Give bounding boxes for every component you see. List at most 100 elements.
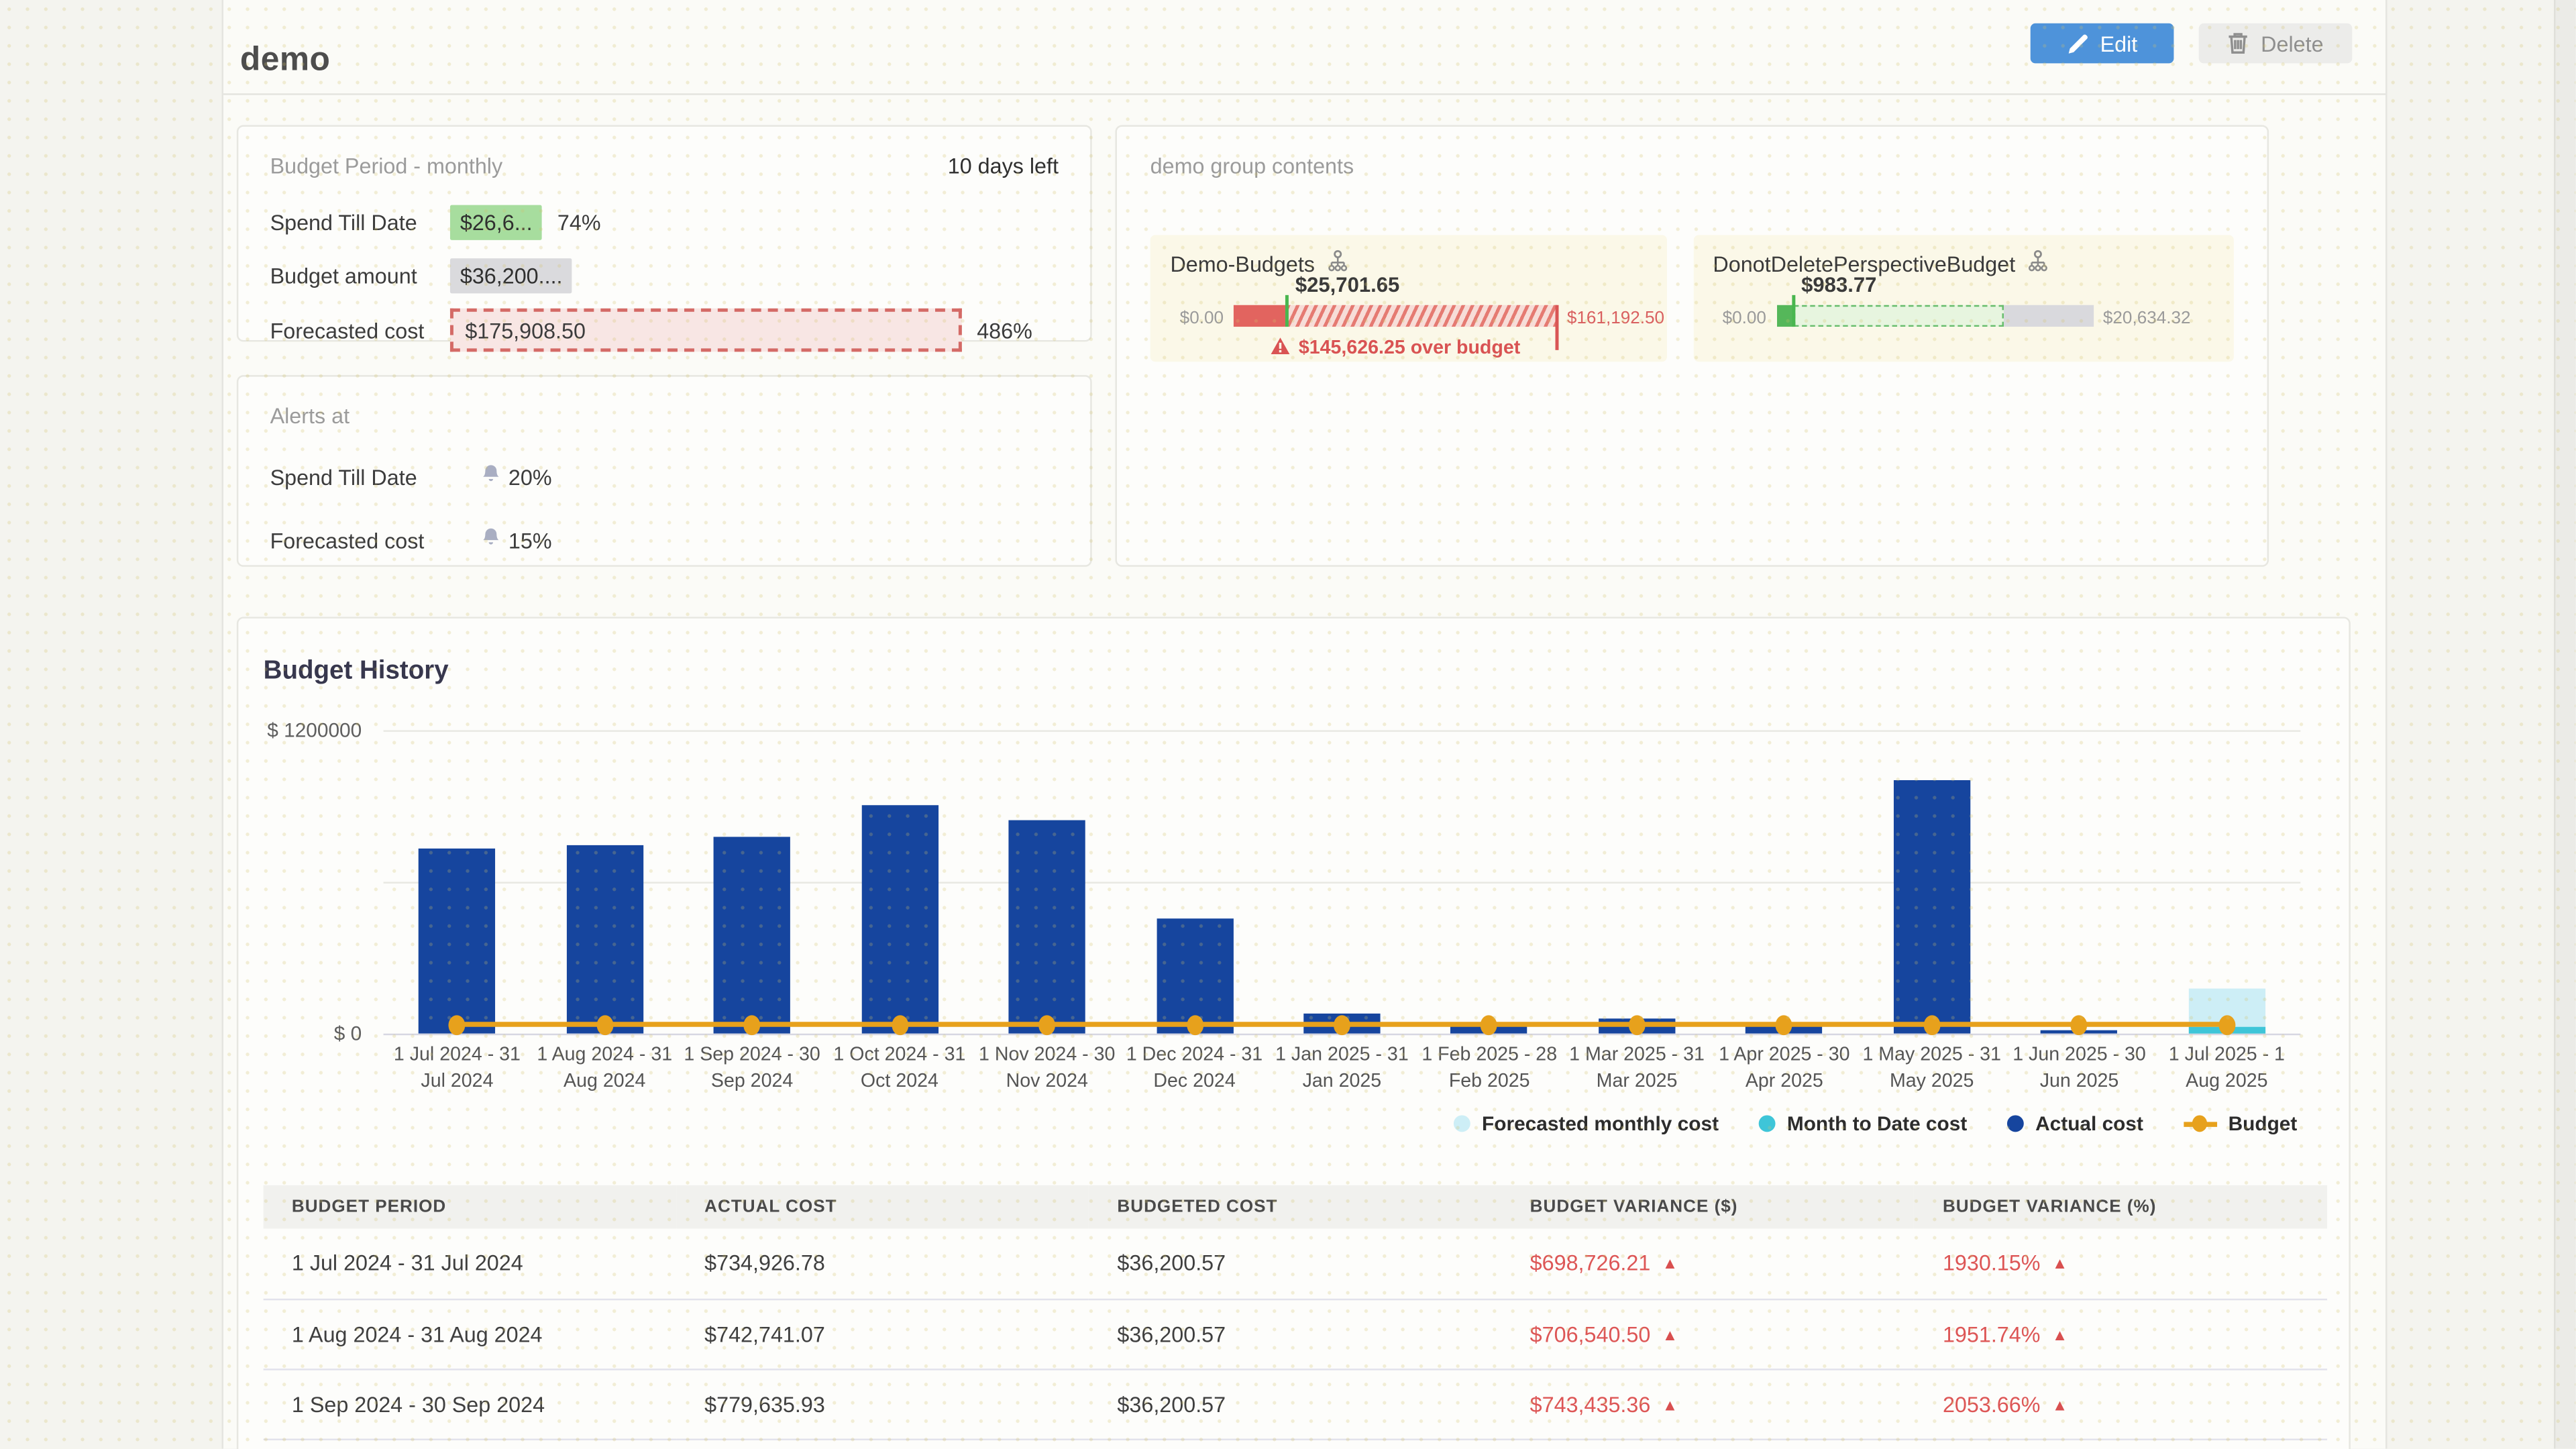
budget-item-donotdelete[interactable]: DonotDeletePerspectiveBudget $0.00	[1693, 235, 2234, 362]
legend-item-budget[interactable]: Budget	[2184, 1112, 2298, 1135]
over-budget-note: $145,626.25 over budget	[1234, 337, 1557, 360]
content-area: demo Edit Delete Budget Period - monthly…	[222, 0, 2387, 1448]
edit-button[interactable]: Edit	[2031, 23, 2174, 64]
alert-forecast-value: 15%	[508, 528, 552, 553]
legend-item-actual-cost[interactable]: Actual cost	[2007, 1112, 2143, 1135]
up-triangle-icon: ▲	[2052, 1396, 2068, 1414]
table-cell: $36,200.57	[1089, 1228, 1501, 1298]
table-cell: $779,635.93	[676, 1368, 1089, 1438]
budget-progress-bar: $0.00 $25,701.65 $161,192.50	[1170, 282, 1646, 358]
budget-amount-label: Budget amount	[270, 264, 450, 288]
spend-till-date-value: $26,6...	[450, 205, 543, 240]
spend-marker	[1285, 295, 1289, 327]
table-column-header: BUDGETED COST	[1089, 1185, 1501, 1229]
budget-point[interactable]	[892, 1014, 908, 1034]
table-cell: 1951.74%▲	[1915, 1299, 2327, 1368]
legend-item-forecasted-monthly-cost[interactable]: Forecasted monthly cost	[1454, 1112, 1719, 1135]
budget-bar	[1776, 305, 2093, 327]
x-axis-tick-label: 1 Aug 2024 - 31 Aug 2024	[531, 1044, 678, 1095]
budget-point[interactable]	[2071, 1014, 2088, 1034]
page-title: demo	[240, 42, 331, 80]
mtd-legend-dot-icon	[1759, 1115, 1776, 1132]
alerts-card: Alerts at Spend Till Date 20% Forecasted…	[237, 375, 1092, 567]
x-axis-tick-label: 1 May 2025 - 31 May 2025	[1858, 1044, 2006, 1095]
actual-cost-bar[interactable]	[714, 837, 790, 1034]
table-row: 1 Sep 2024 - 30 Sep 2024$779,635.93$36,2…	[264, 1368, 2327, 1438]
budget-name: Demo-Budgets	[1170, 252, 1314, 276]
table-column-header: BUDGET VARIANCE ($)	[1501, 1185, 1914, 1229]
actual-cost-bar[interactable]	[419, 848, 495, 1034]
budget-point[interactable]	[1334, 1014, 1350, 1034]
spend-segment	[1234, 305, 1287, 327]
remaining-segment	[2003, 305, 2093, 327]
table-cell: $36,200.57	[1089, 1299, 1501, 1368]
bar-max-label: $20,634.32	[2103, 309, 2191, 329]
budget-period-card-title: Budget Period - monthly	[270, 154, 503, 178]
budget-item-demo-budgets[interactable]: Demo-Budgets $0.00 $25,701.65 $1	[1150, 235, 1666, 362]
group-contents-title: demo group contents	[1150, 154, 2234, 178]
budget-legend-marker-icon	[2184, 1114, 2217, 1134]
actual-cost-bar[interactable]	[1894, 780, 1970, 1034]
budget-point[interactable]	[1923, 1014, 1940, 1034]
actual-cost-bar[interactable]	[1009, 820, 1085, 1033]
up-triangle-icon: ▲	[1662, 1256, 1678, 1274]
warning-icon	[1271, 337, 1291, 360]
table-cell: $742,741.07	[676, 1299, 1089, 1368]
forecast-segment	[1793, 305, 2003, 327]
page: demo Edit Delete Budget Period - monthly…	[0, 0, 2576, 1449]
budget-history-title: Budget History	[264, 657, 449, 687]
spend-till-date-percent: 74%	[557, 210, 601, 235]
page-scrollbar[interactable]	[2555, 0, 2576, 1449]
table-column-header: ACTUAL COST	[676, 1185, 1089, 1229]
table-cell: 1 Sep 2024 - 30 Sep 2024	[264, 1368, 676, 1438]
legend-item-month-to-date-cost[interactable]: Month to Date cost	[1759, 1112, 1968, 1135]
bar-min-label: $0.00	[1170, 309, 1224, 329]
alert-spend-value: 20%	[508, 464, 552, 489]
spend-till-date-label: Spend Till Date	[270, 210, 450, 235]
x-axis-tick-label: 1 Sep 2024 - 30 Sep 2024	[678, 1044, 826, 1095]
x-axis-tick-label: 1 Mar 2025 - 31 Mar 2025	[1563, 1044, 1711, 1095]
budget-amount-value: $36,200....	[450, 258, 573, 293]
budget-history-table: BUDGET PERIODACTUAL COSTBUDGETED COSTBUD…	[264, 1185, 2327, 1440]
gridline	[384, 881, 2301, 882]
budget-progress-bar: $0.00 $983.77 $20,634.32	[1713, 282, 2214, 358]
budget-point[interactable]	[2218, 1014, 2235, 1034]
budget-point[interactable]	[1481, 1014, 1498, 1034]
days-left-label: 10 days left	[948, 154, 1059, 178]
y-axis-zero-label: $ 0	[238, 1022, 362, 1045]
delete-button[interactable]: Delete	[2199, 23, 2353, 64]
table-cell: $706,540.50▲	[1501, 1299, 1914, 1368]
up-triangle-icon: ▲	[2052, 1256, 2068, 1274]
budget-period-card: Budget Period - monthly 10 days left Spe…	[237, 125, 1092, 341]
table-cell: 1930.15%▲	[1915, 1228, 2327, 1298]
up-triangle-icon: ▲	[2052, 1326, 2068, 1344]
spend-marker	[1791, 295, 1794, 327]
x-axis-tick-label: 1 Jul 2024 - 31 Jul 2024	[384, 1044, 531, 1095]
up-triangle-icon: ▲	[1662, 1326, 1678, 1344]
x-axis-tick-label: 1 Apr 2025 - 30 Apr 2025	[1711, 1044, 1858, 1095]
forecast-legend-dot-icon	[1454, 1115, 1470, 1132]
table-column-header: BUDGET PERIOD	[264, 1185, 676, 1229]
spend-segment	[1776, 305, 1793, 327]
table-header-row: BUDGET PERIODACTUAL COSTBUDGETED COSTBUD…	[264, 1185, 2327, 1229]
table-cell: 2053.66%▲	[1915, 1368, 2327, 1438]
bar-min-label: $0.00	[1713, 309, 1766, 329]
budget-point[interactable]	[596, 1014, 613, 1034]
forecasted-cost-percent: 486%	[977, 317, 1032, 342]
marker-value-label: $983.77	[1801, 274, 1876, 297]
table-cell: 1 Jul 2024 - 31 Jul 2024	[264, 1228, 676, 1298]
edit-button-label: Edit	[2100, 31, 2138, 56]
budget-bar	[1234, 305, 1557, 327]
x-axis-tick-label: 1 Oct 2024 - 31 Oct 2024	[826, 1044, 973, 1095]
page-header: demo Edit Delete	[223, 0, 2385, 95]
actual-cost-bar[interactable]	[861, 805, 938, 1034]
hierarchy-icon	[2027, 250, 2049, 278]
actual-cost-bar[interactable]	[566, 846, 643, 1034]
budget-point[interactable]	[1776, 1014, 1792, 1034]
forecasted-cost-label: Forecasted cost	[270, 317, 450, 342]
table-cell: $698,726.21▲	[1501, 1228, 1914, 1298]
budget-point[interactable]	[1629, 1014, 1646, 1034]
group-contents-card: demo group contents Demo-Budgets $0.00	[1115, 125, 2269, 567]
alert-forecast-label: Forecasted cost	[270, 528, 482, 553]
table-row: 1 Jul 2024 - 31 Jul 2024$734,926.78$36,2…	[264, 1228, 2327, 1298]
